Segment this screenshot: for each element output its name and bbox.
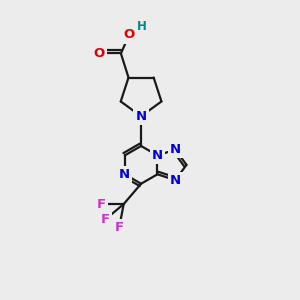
Text: O: O: [124, 28, 135, 41]
Text: N: N: [136, 110, 147, 123]
Text: N: N: [119, 168, 130, 181]
Text: N: N: [152, 149, 163, 162]
Text: H: H: [137, 20, 146, 33]
Text: F: F: [115, 221, 124, 234]
Text: F: F: [101, 213, 110, 226]
Text: N: N: [170, 174, 181, 187]
Text: O: O: [94, 47, 105, 60]
Text: F: F: [97, 198, 106, 211]
Text: N: N: [170, 143, 181, 156]
